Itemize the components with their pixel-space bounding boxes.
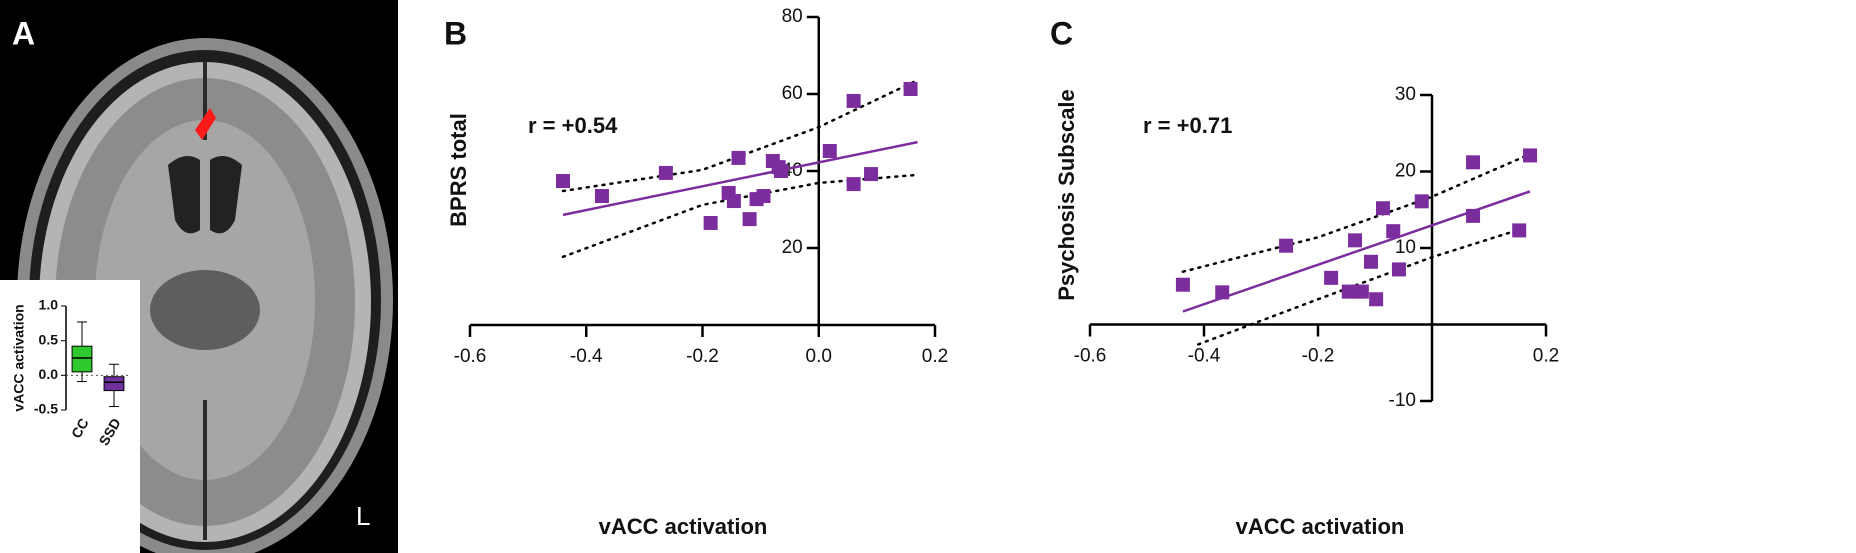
- point: [1523, 148, 1538, 163]
- confidence-band: [561, 173, 919, 259]
- annotation: r = +0.71: [1143, 113, 1232, 138]
- annotation: r = +0.54: [528, 113, 618, 138]
- confidence-band: [1197, 225, 1531, 346]
- y-axis-label: Psychosis Subscale: [1054, 89, 1079, 301]
- point: [1279, 238, 1294, 253]
- y-tick-label: -0.5: [34, 401, 58, 417]
- point: [756, 189, 771, 204]
- x-tick-label: -0.6: [1074, 346, 1107, 367]
- point: [1348, 233, 1363, 248]
- point: [1215, 285, 1230, 300]
- point: [726, 194, 741, 209]
- y-tick-label: 20: [782, 237, 803, 258]
- point: [1324, 270, 1339, 285]
- point: [1386, 224, 1401, 239]
- x-tick-label: -0.4: [570, 346, 603, 367]
- confidence-band: [1181, 153, 1531, 273]
- x-tick-label: -0.2: [686, 346, 719, 367]
- y-tick-label: -10: [1389, 390, 1416, 411]
- box: [71, 345, 93, 373]
- point: [1175, 277, 1190, 292]
- point: [846, 177, 861, 192]
- point: [1354, 284, 1369, 299]
- point: [594, 189, 609, 204]
- x-tick-label: 0.2: [1533, 346, 1559, 367]
- point: [1375, 201, 1390, 216]
- brain-image: A L: [0, 0, 398, 553]
- confidence-band: [561, 78, 919, 193]
- point: [1466, 155, 1481, 170]
- point: [1364, 254, 1379, 269]
- point: [1391, 262, 1406, 277]
- y-tick-label: 0.0: [39, 366, 59, 382]
- x-tick-label: 0.0: [806, 346, 832, 367]
- x-tick-label: -0.4: [1188, 346, 1221, 367]
- point: [742, 212, 757, 227]
- orientation-label: L: [356, 501, 370, 531]
- y-axis-label: vACC activation: [11, 304, 27, 411]
- x-tick-label: -0.6: [454, 346, 487, 367]
- x-axis-label: vACC activation: [1236, 514, 1405, 539]
- y-tick-label: 80: [782, 6, 803, 27]
- panel-label: B: [444, 15, 467, 51]
- point: [773, 164, 788, 178]
- point: [703, 215, 718, 230]
- point: [658, 165, 673, 180]
- panel-label: A: [12, 15, 35, 51]
- point: [1466, 208, 1481, 223]
- x-axis-label: vACC activation: [599, 514, 768, 539]
- y-tick-label: 1.0: [39, 297, 59, 313]
- point: [822, 143, 837, 158]
- box: [103, 376, 125, 392]
- y-tick-label: 0.5: [39, 331, 59, 347]
- point: [846, 93, 861, 108]
- point: [1414, 194, 1429, 209]
- point: [864, 167, 879, 182]
- point: [556, 174, 570, 189]
- y-tick-label: 20: [1395, 161, 1416, 182]
- panel-label: C: [1050, 15, 1073, 51]
- y-tick-label: 60: [782, 83, 803, 104]
- point: [1512, 223, 1527, 238]
- y-axis-label: BPRS total: [446, 113, 471, 227]
- regression-line: [562, 140, 918, 217]
- point: [1369, 292, 1384, 307]
- y-tick-label: 10: [1395, 237, 1416, 258]
- y-tick-label: 30: [1395, 84, 1416, 105]
- point: [731, 150, 746, 165]
- x-tick-label: 0.2: [922, 346, 948, 367]
- x-tick-label: -0.2: [1302, 346, 1335, 367]
- point: [903, 81, 918, 96]
